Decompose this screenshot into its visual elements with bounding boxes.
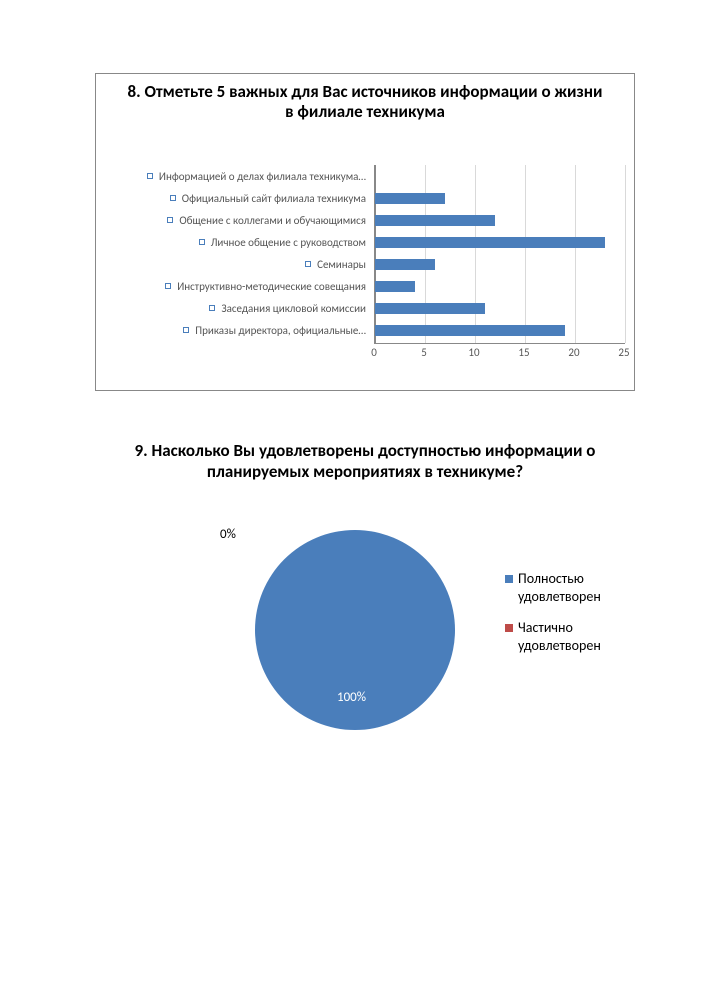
bar-chart-plot-area xyxy=(374,165,625,344)
x-tick-label: 25 xyxy=(618,346,629,359)
pie-chart-area: 9. Насколько Вы удовлетворены доступност… xyxy=(95,440,635,720)
x-tick-label: 5 xyxy=(421,346,427,359)
gridline xyxy=(625,165,626,343)
legend-swatch-icon xyxy=(505,624,513,632)
series-marker-icon xyxy=(305,261,311,267)
bar-chart-body: Информацией о делах филиала техникума… Оф… xyxy=(96,162,634,387)
legend-label: Частично удовлетворен xyxy=(518,619,635,654)
bar xyxy=(375,215,495,226)
category-label: Инструктивно-методические совещания xyxy=(106,275,366,297)
gridline xyxy=(525,165,526,343)
pie-legend: Полностью удовлетворен Частично удовлетв… xyxy=(505,570,635,668)
bar-chart-title: 8. Отметьте 5 важных для Вас источников … xyxy=(96,74,634,127)
series-marker-icon xyxy=(147,173,153,179)
pie-chart-title: 9. Насколько Вы удовлетворены доступност… xyxy=(95,440,635,483)
category-label-text: Заседания цикловой комиссии xyxy=(221,303,366,314)
category-label: Заседания цикловой комиссии xyxy=(106,297,366,319)
category-label-text: Официальный сайт филиала техникума xyxy=(182,193,366,204)
legend-item: Полностью удовлетворен xyxy=(505,570,635,605)
gridline xyxy=(475,165,476,343)
category-label: Приказы директора, официальные… xyxy=(106,319,366,341)
bar xyxy=(375,303,485,314)
bar xyxy=(375,237,605,248)
series-marker-icon xyxy=(165,283,171,289)
category-label-text: Семинары xyxy=(317,259,366,270)
x-tick-label: 10 xyxy=(468,346,479,359)
series-marker-icon xyxy=(183,327,189,333)
pie-slice-label-zero: 0% xyxy=(220,527,236,542)
series-marker-icon xyxy=(209,305,215,311)
legend-item: Частично удовлетворен xyxy=(505,619,635,654)
bar xyxy=(375,325,565,336)
category-label-text: Информацией о делах филиала техникума… xyxy=(159,171,366,182)
bar xyxy=(375,281,415,292)
category-label: Информацией о делах филиала техникума… xyxy=(106,165,366,187)
pie-slice-label-hundred: 100% xyxy=(337,690,366,705)
legend-swatch-icon xyxy=(505,575,513,583)
category-label-text: Личное общение с руководством xyxy=(211,237,366,248)
series-marker-icon xyxy=(170,195,176,201)
series-marker-icon xyxy=(199,239,205,245)
category-label-text: Приказы директора, официальные… xyxy=(195,325,366,336)
category-label-text: Инструктивно-методические совещания xyxy=(177,281,366,292)
bar-chart-frame: 8. Отметьте 5 важных для Вас источников … xyxy=(95,73,635,391)
document-page: 8. Отметьте 5 важных для Вас источников … xyxy=(0,0,708,1000)
legend-label: Полностью удовлетворен xyxy=(518,570,635,605)
gridline xyxy=(575,165,576,343)
category-label: Семинары xyxy=(106,253,366,275)
series-marker-icon xyxy=(167,217,173,223)
category-label: Личное общение с руководством xyxy=(106,231,366,253)
category-label-text: Общение с коллегами и обучающимися xyxy=(179,215,366,226)
x-tick-label: 15 xyxy=(518,346,529,359)
pie-wrap: 0% 100% xyxy=(255,530,455,730)
x-tick-label: 0 xyxy=(371,346,377,359)
x-tick-label: 20 xyxy=(568,346,579,359)
category-label: Официальный сайт филиала техникума xyxy=(106,187,366,209)
bar xyxy=(375,193,445,204)
bar xyxy=(375,259,435,270)
category-label: Общение с коллегами и обучающимися xyxy=(106,209,366,231)
